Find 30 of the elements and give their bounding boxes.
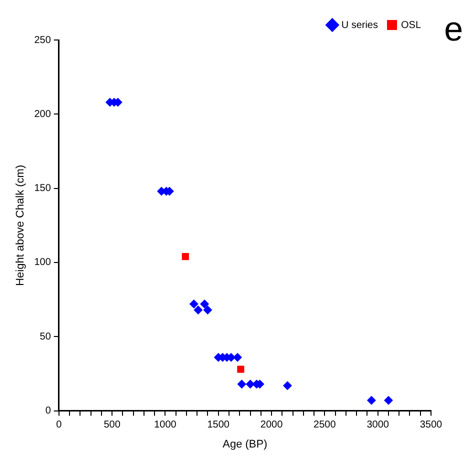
point [189,300,198,309]
x-tick-label: 2000 [260,420,284,431]
x-tick-label: 2500 [314,420,336,431]
legend-label: U series [341,20,378,31]
x-tick-label: 1500 [207,420,230,431]
y-tick-label: 200 [34,108,52,120]
point [237,366,244,373]
x-tick-label: 3000 [366,420,390,431]
y-tick-label: 100 [34,257,52,268]
x-tick-label: 3500 [420,420,443,431]
point [233,352,242,362]
x-axis-title: Age (BP) [222,438,268,450]
point [384,396,393,405]
legend-label: OSL [400,20,422,31]
point [237,380,246,389]
y-tick-label: 50 [40,331,52,342]
point [203,305,212,314]
point [182,253,189,260]
y-tick-label: 0 [45,406,52,417]
x-tick-label: 1000 [154,420,177,431]
y-tick-label: 150 [34,183,52,194]
x-tick-label: 0 [56,420,62,431]
y-axis-title: Height above Chalk (cm) [14,164,27,286]
point [200,300,210,309]
x-tick-label: 500 [104,420,121,431]
y-tick-label: 250 [34,34,52,46]
point [366,396,376,405]
text: e [444,10,463,48]
point [194,305,203,314]
point [282,381,292,390]
